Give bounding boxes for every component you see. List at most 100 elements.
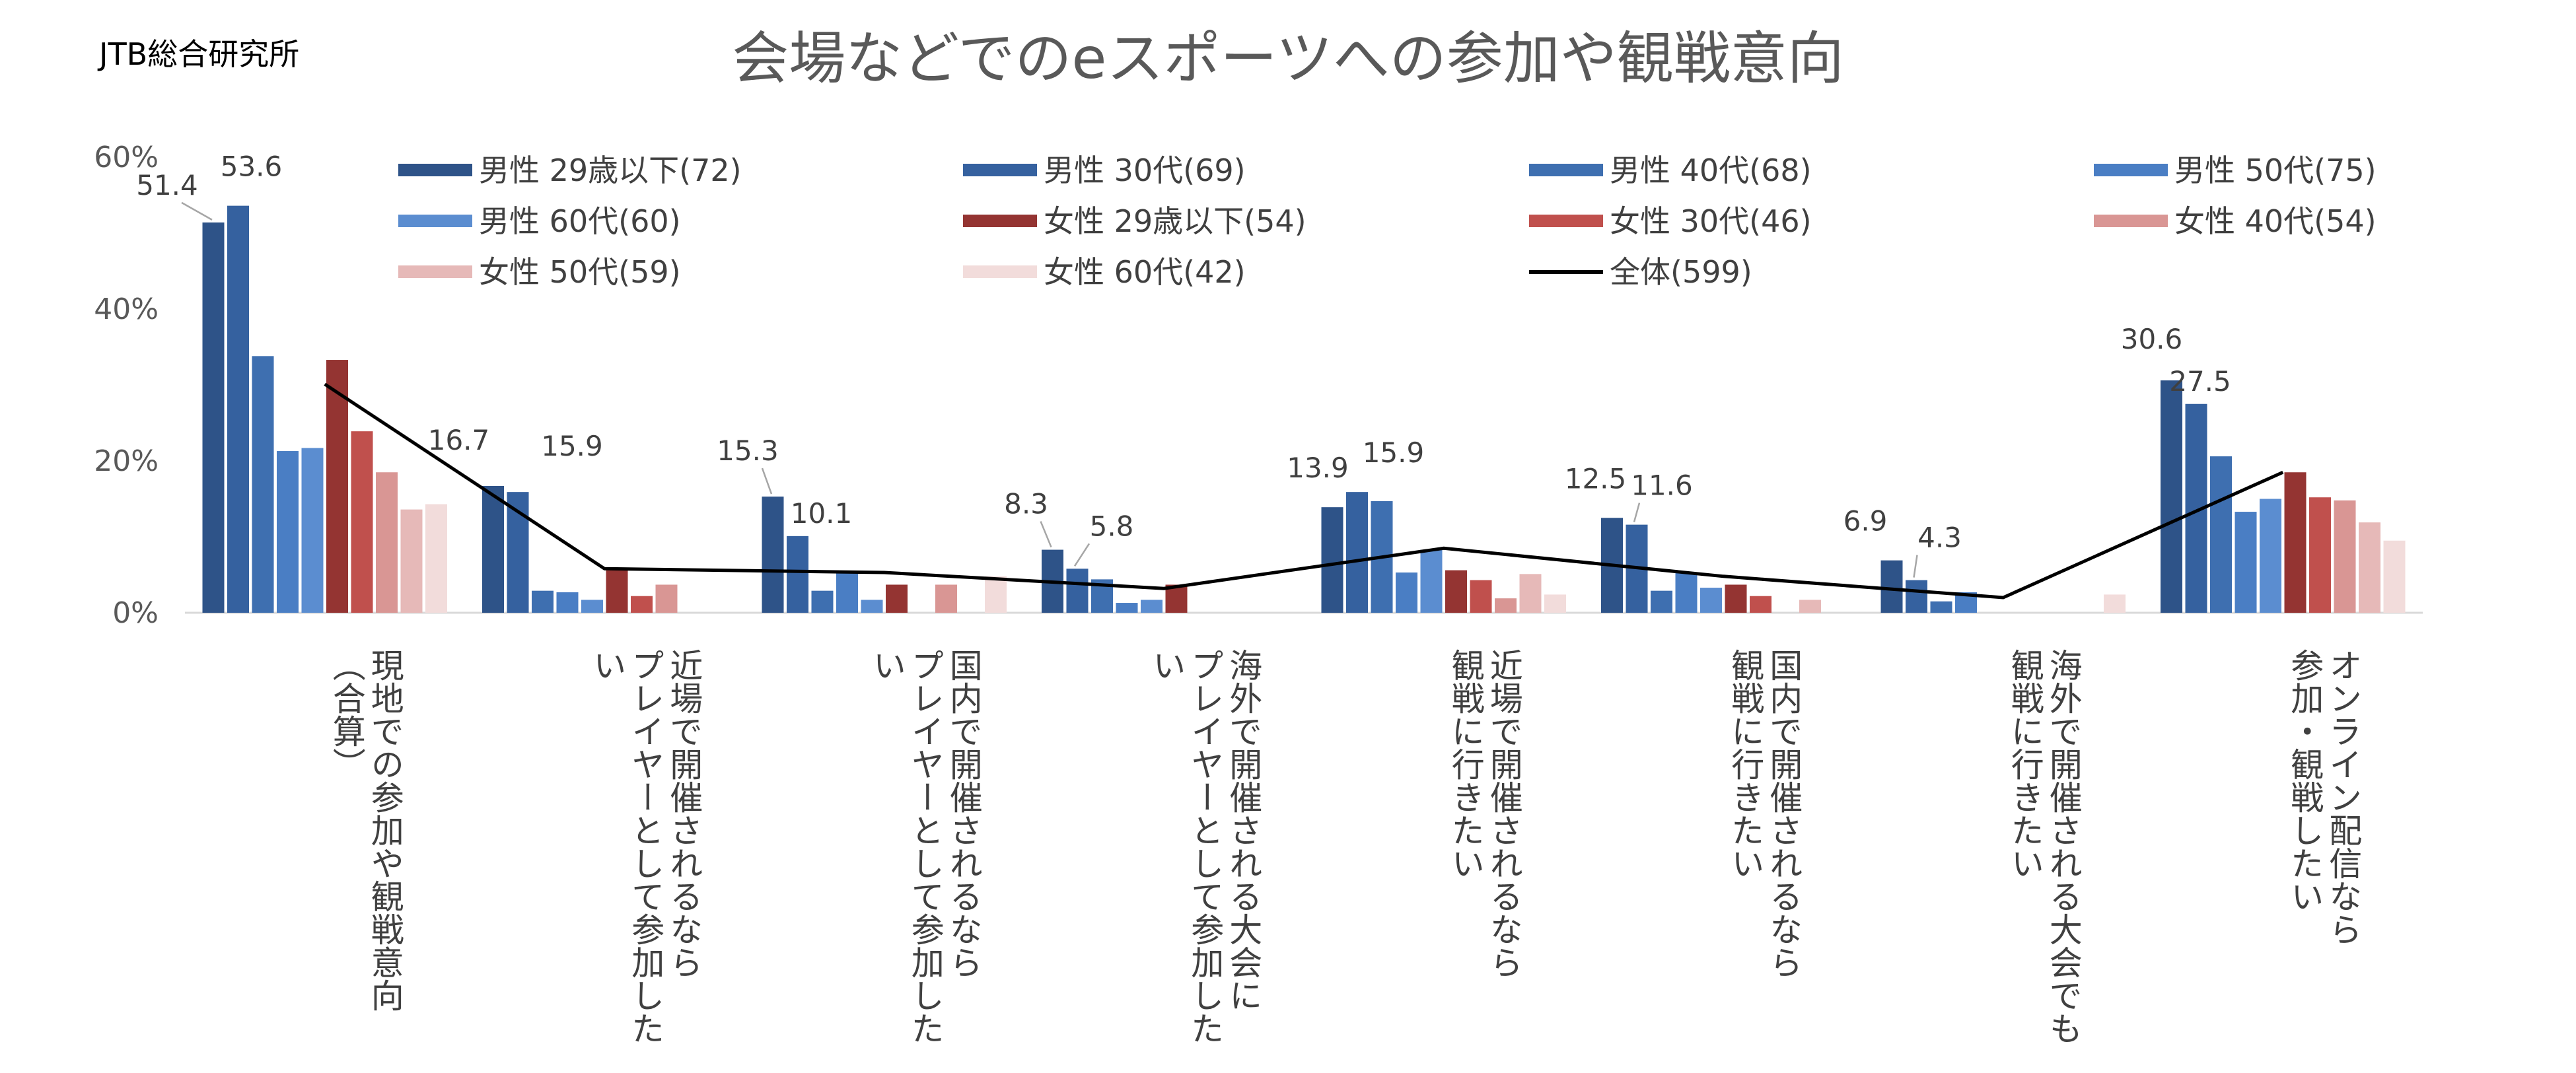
bar [326,360,348,613]
label-leader-line [1633,502,1641,522]
data-labels: 51.4 16.7 15.3 8.3 13.9 12.5 6.9 30.6 53.6 15.9 10… [136,151,2231,578]
category-label: 観戦に行きたい [2006,648,2044,880]
bar [1750,596,1771,613]
legend-label: 全体(599) [1610,254,1752,290]
legend: 男性 29歳以下(72) 男性 30代(69) 男性 40代(68) 男性 50代(7… [398,153,2377,290]
category-label: （合算） [328,648,366,780]
category-label: 観戦に行きたい [1447,648,1485,880]
bar [935,584,957,613]
bar [985,576,1007,613]
category-label: い [588,648,626,681]
category-label: 近場で開催されるなら [1485,648,1523,979]
bar [532,590,554,613]
data-label: 8.3 [1004,488,1048,520]
bar [2104,594,2126,613]
bar [400,509,423,613]
bar [861,600,883,613]
y-tick-label: 20% [94,444,159,478]
category-label: い [868,648,906,681]
bar [482,485,504,613]
legend-label: 女性 29歳以下(54) [1044,203,1306,239]
bar [886,584,908,613]
axis: 0% 20% 40% 60% [94,141,2423,630]
bar [277,451,299,613]
legend-swatch [963,265,1037,278]
chart-title: 会場などでのeスポーツへの参加や観戦意向 [732,26,1843,92]
bar [1799,600,1821,613]
legend-swatch [398,265,472,278]
legend-label: 女性 60代(42) [1044,254,1246,290]
bar [202,222,225,613]
data-label: 27.5 [2169,365,2231,398]
data-label: 53.6 [221,151,283,183]
category-label: 観戦に行きたい [1726,648,1764,880]
data-label: 51.4 [136,169,198,201]
bar [425,504,447,613]
bar [836,572,858,613]
bar [581,600,603,613]
data-label: 16.7 [428,424,490,456]
bar [1346,492,1368,613]
category-label: プレイヤーとして参加した [1186,648,1224,1045]
bar [1651,590,1672,613]
bar [1396,572,1417,613]
y-tick-label: 40% [94,293,159,326]
bar [1700,588,1722,613]
bar [252,356,274,613]
legend-swatch [398,215,472,227]
bar [376,472,398,613]
legend-label: 男性 40代(68) [1610,153,1812,188]
data-label: 12.5 [1565,462,1627,495]
legend-swatch [398,164,472,176]
bar [1930,601,1952,613]
bar [1725,584,1747,613]
bar [1066,569,1089,613]
category-label: 近場で開催されるなら [664,648,703,979]
data-label: 6.9 [1843,505,1888,537]
bar [2309,497,2331,613]
bar [1321,507,1343,613]
legend-swatch [1529,164,1603,176]
bar [301,448,324,613]
bar [1519,574,1542,613]
y-tick-label: 60% [94,141,159,174]
label-leader-line [1073,543,1091,567]
data-label: 30.6 [2121,323,2183,355]
bar [655,584,678,613]
bar [351,431,373,613]
category-label: い [1147,648,1186,681]
bar [2383,540,2406,613]
bar [227,205,249,613]
legend-swatch [2094,164,2168,176]
bar [2334,500,2356,613]
bar [1675,572,1698,613]
bar [2359,522,2380,613]
legend-swatch [963,164,1037,176]
category-label: 現地での参加や観戦意向 [366,648,404,1012]
data-label: 15.9 [541,430,603,462]
bar [1116,603,1138,613]
bar [1906,580,1927,613]
category-label: プレイヤーとして参加した [626,648,664,1045]
bar [787,536,808,613]
legend-label: 女性 40代(54) [2174,203,2377,239]
bar [2161,380,2182,613]
bar [606,570,628,613]
bar [1495,598,1517,613]
category-label: 海外で開催される大会に [1224,648,1262,1012]
legend-label: 男性 60代(60) [479,203,681,239]
legend-swatch [1529,215,1603,227]
legend-label: 男性 29歳以下(72) [479,153,742,188]
bar [1470,580,1492,613]
data-label: 5.8 [1090,510,1134,542]
category-label: 海外で開催される大会でも [2044,648,2083,1045]
bar [811,590,834,613]
category-label: 参加・観戦したい [2285,648,2324,913]
total-line [324,382,2284,600]
label-leader-line [181,201,213,221]
bar [1880,560,1903,613]
data-label: 4.3 [1917,522,1962,554]
legend-label: 男性 30代(69) [1044,153,1246,188]
legend-label: 女性 30代(46) [1610,203,1812,239]
